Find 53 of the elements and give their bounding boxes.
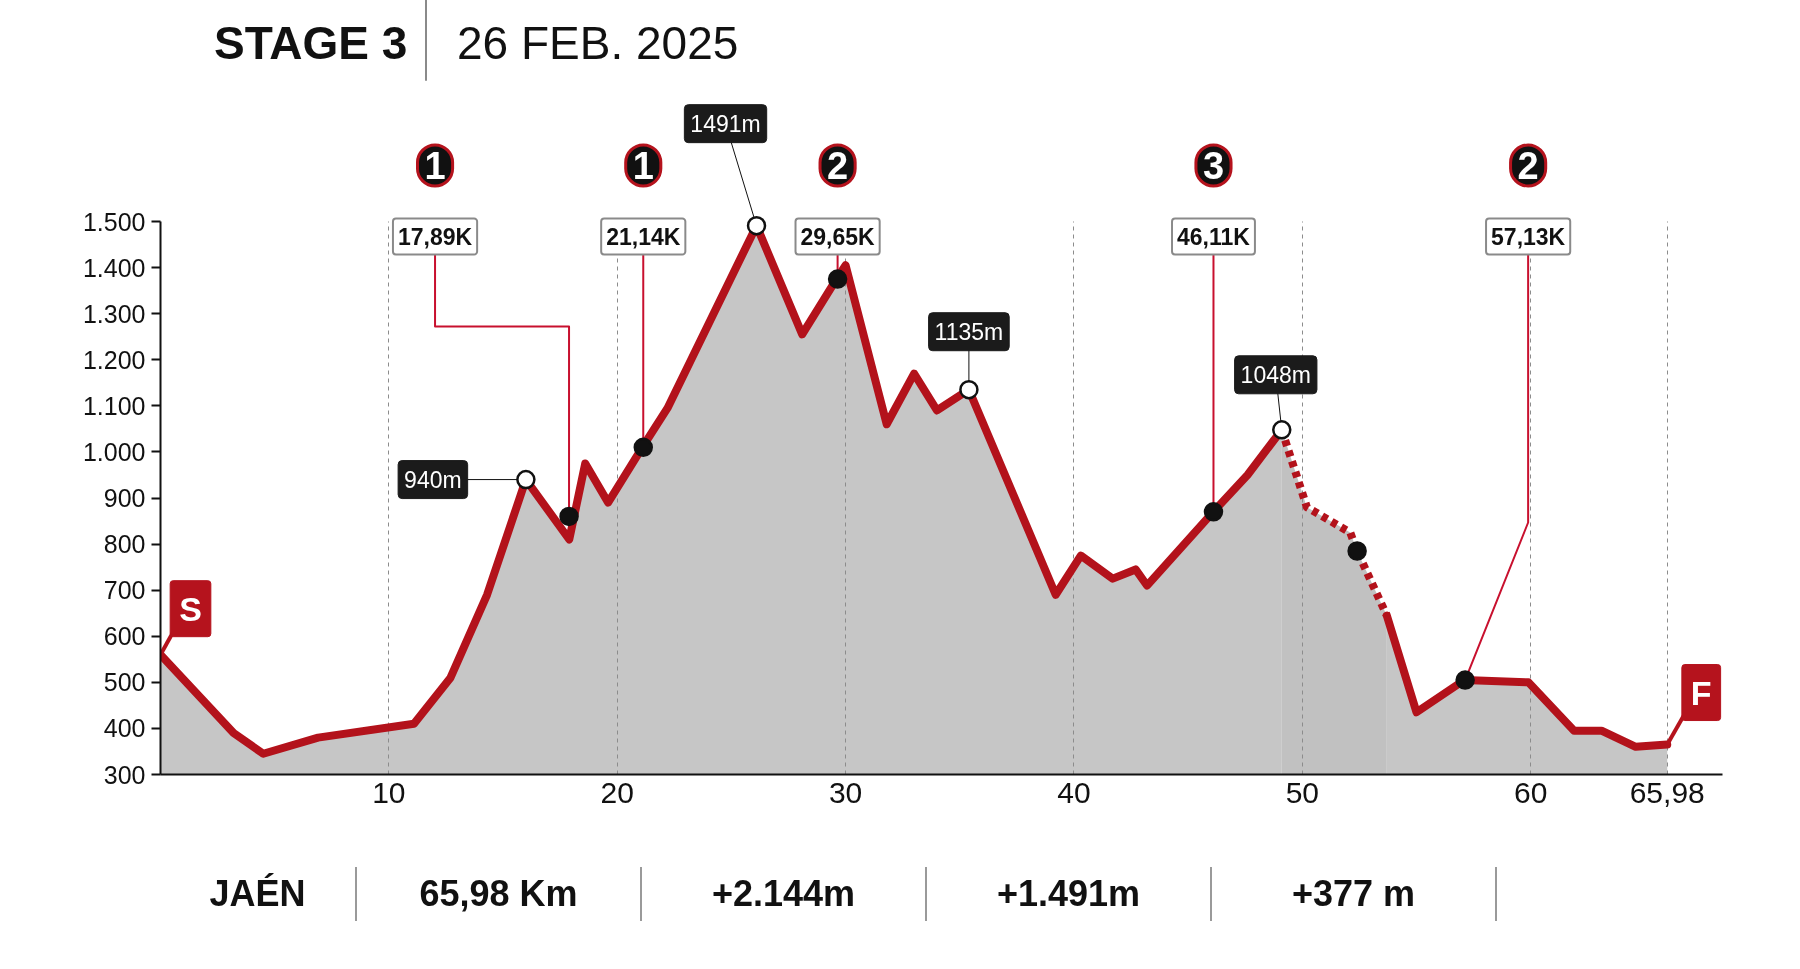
- x-tick-label: 40: [1057, 775, 1091, 809]
- y-tick-label: 500: [103, 668, 146, 697]
- text: +1.491m: [927, 867, 1212, 921]
- chart-subtitle: 26 FEB. 2025: [457, 17, 739, 69]
- text: 1: [424, 145, 446, 187]
- y-tick-label: 1.000: [82, 437, 146, 466]
- annotation: 46,11K: [1177, 223, 1251, 250]
- x-tick-label: 65,98: [1629, 775, 1705, 809]
- text: +2.144m: [642, 867, 927, 921]
- point: [1347, 541, 1367, 561]
- text: 65,98 Km: [357, 867, 642, 921]
- y-tick-label: 1.300: [82, 299, 146, 328]
- y-tick-label: 1.500: [82, 207, 146, 236]
- x-tick-label: 10: [372, 775, 406, 809]
- text: JAÉN: [160, 867, 357, 921]
- y-tick-label: 800: [103, 530, 146, 559]
- annotation: F: [1690, 673, 1712, 712]
- x-tick-label: 50: [1285, 775, 1319, 809]
- y-tick-label: 600: [103, 622, 146, 651]
- data-label: 940m: [404, 466, 462, 493]
- y-tick-label: 300: [103, 760, 146, 789]
- point: [559, 506, 579, 527]
- annotation: 17,89K: [397, 223, 473, 250]
- point: [1455, 670, 1475, 690]
- y-tick-label: 1.200: [82, 345, 146, 374]
- y-tick-label: 1.400: [82, 253, 146, 282]
- point: [746, 215, 767, 236]
- y-tick-label: 700: [103, 576, 146, 605]
- y-tick-label: 400: [103, 714, 146, 743]
- point: [1203, 502, 1224, 522]
- y-tick-label: 900: [103, 484, 146, 512]
- point: [516, 469, 536, 490]
- text: 2: [827, 145, 849, 187]
- text: 1: [632, 145, 654, 187]
- data-label: 1491m: [690, 110, 761, 137]
- text: +377 m: [1212, 867, 1497, 921]
- x-tick-label: 60: [1513, 775, 1548, 809]
- text: 3: [1202, 145, 1225, 187]
- annotation: 29,65K: [800, 223, 876, 250]
- annotation: S: [179, 589, 202, 628]
- point: [959, 379, 979, 400]
- y-tick-label: 1.100: [82, 391, 146, 420]
- chart-title: STAGE 3: [214, 17, 408, 69]
- annotation: 21,14K: [606, 223, 681, 250]
- x-tick-label: 20: [600, 775, 634, 809]
- data-label: 1048m: [1240, 361, 1311, 388]
- point: [1272, 420, 1292, 440]
- point: [633, 437, 654, 458]
- annotation: 57,13K: [1491, 223, 1566, 250]
- x-tick-label: 30: [828, 775, 863, 809]
- point: [827, 269, 848, 289]
- text: 2: [1517, 145, 1539, 187]
- data-label: 1135m: [934, 318, 1004, 345]
